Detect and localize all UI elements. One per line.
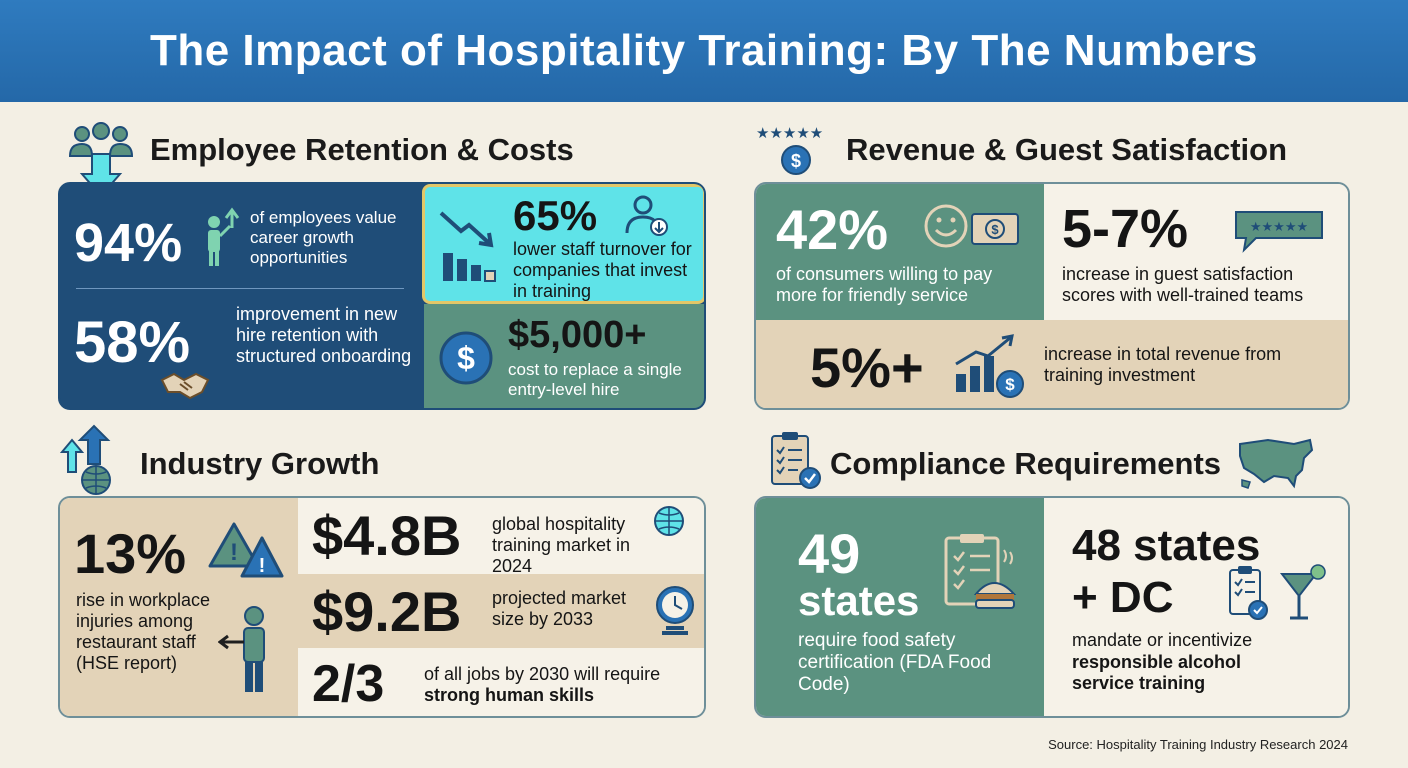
industry-panel: 13% ! ! rise in workplace injuries among… <box>58 496 706 718</box>
page-title: The Impact of Hospitality Training: By T… <box>149 26 1259 75</box>
svg-text:$: $ <box>1005 375 1015 394</box>
cocktail-checklist-icon <box>1226 562 1330 628</box>
stat-value-65: 65% <box>513 192 598 239</box>
food-checklist-icon <box>942 532 1032 614</box>
stat-value-49-states: states <box>798 577 920 624</box>
review-bubble-icon: ★★★★★ <box>1234 208 1326 254</box>
market-2033-row: $9.2B projected market size by 2033 <box>298 574 704 648</box>
market-2024-row: $4.8B global hospitality training market… <box>298 498 704 576</box>
human-skills-row: 2/3 of all jobs by 2030 will require str… <box>298 648 704 716</box>
svg-text:!: ! <box>259 555 266 577</box>
satisfaction-card: 5-7% ★★★★★ increase in guest satisfactio… <box>1044 184 1348 320</box>
stat-value-plus-dc: + DC <box>1072 573 1174 622</box>
usa-map-icon <box>1238 436 1314 490</box>
svg-text:$: $ <box>791 151 801 171</box>
stat-value-13: 13% <box>74 522 187 585</box>
header-banner: The Impact of Hospitality Training: By T… <box>0 0 1408 102</box>
retention-section-title: Employee Retention & Costs <box>150 132 574 167</box>
stat-text-48-a: mandate or incentivize <box>1072 630 1253 650</box>
growth-person-icon <box>202 206 242 268</box>
stat-value-49: 49 <box>798 522 861 585</box>
turnover-card: 65% lower staff turnover for companies t… <box>422 184 704 304</box>
handshake-icon <box>160 366 210 402</box>
stat-text-2-3-b: strong human skills <box>424 685 595 705</box>
stat-text-5-7: increase in guest satisfaction scores wi… <box>1062 264 1304 305</box>
stat-text-48-b: responsible alcohol service training <box>1072 652 1242 693</box>
rising-chart-dollar-icon: $ <box>954 334 1030 400</box>
stat-value-48-states: 48 states <box>1072 521 1261 570</box>
food-safety-card: 49 states require food safety certificat… <box>756 498 1044 716</box>
compliance-panel: 49 states require food safety certificat… <box>754 496 1350 718</box>
stat-value-5-7: 5-7% <box>1062 199 1189 259</box>
svg-text:!: ! <box>230 539 238 566</box>
stat-text-94: of employees value career growth opportu… <box>250 208 397 267</box>
retention-left-block <box>60 184 424 408</box>
divider <box>76 288 404 289</box>
svg-text:★★★★★: ★★★★★ <box>756 124 823 142</box>
globe-icon <box>652 504 686 538</box>
stat-value-4-8b: $4.8B <box>312 504 462 567</box>
industry-section-title: Industry Growth <box>140 446 380 481</box>
compliance-section-title: Compliance Requirements <box>830 446 1222 481</box>
consumer-pay-card: 42% $ of consumers willing to pay more f… <box>756 184 1044 320</box>
stat-value-5000: $5,000+ <box>508 314 647 356</box>
injuries-card: 13% ! ! rise in workplace injuries among… <box>60 498 298 716</box>
source-note: Source: Hospitality Training Industry Re… <box>1048 737 1348 752</box>
stat-text-2-3-a: of all jobs by 2030 will require <box>424 664 661 684</box>
stat-value-2-3: 2/3 <box>312 655 385 713</box>
stat-value-5plus: 5%+ <box>810 336 924 399</box>
svg-text:$: $ <box>991 222 999 237</box>
replacement-cost-card: $ $5,000+ cost to replace a single entry… <box>424 304 704 408</box>
clock-icon <box>654 584 696 638</box>
stat-text-49: require food safety certification (FDA F… <box>798 630 992 695</box>
stat-text-5plus: increase in total revenue from training … <box>1044 344 1282 385</box>
person-down-icon <box>623 195 669 237</box>
stat-value-58: 58% <box>74 310 191 375</box>
alcohol-service-card: 48 states + DC mandate or incentivize re… <box>1044 498 1348 716</box>
stat-value-94: 94% <box>74 213 183 273</box>
revenue-increase-card: 5%+ $ increase in total revenue from tra… <box>756 320 1348 408</box>
checklist-icon <box>768 430 824 490</box>
stat-text-5000: cost to replace a single entry-level hir… <box>508 360 682 399</box>
retention-panel: 94% of employees value career growth opp… <box>58 182 706 410</box>
dollar-coin-icon: $ <box>438 330 494 386</box>
globe-arrows-icon <box>60 424 126 496</box>
stat-value-42: 42% <box>776 198 889 261</box>
people-down-arrow-icon <box>64 122 138 200</box>
five-star-dollar-icon: ★★★★★ $ <box>756 124 838 176</box>
stat-text-13: rise in workplace injuries among restaur… <box>76 590 211 673</box>
stat-value-9-2b: $9.2B <box>312 580 462 643</box>
stat-text-58: improvement in new hire retention with s… <box>236 304 412 366</box>
revenue-section-title: Revenue & Guest Satisfaction <box>846 132 1288 167</box>
declining-chart-icon <box>439 207 503 285</box>
stat-text-4-8b: global hospitality training market in 20… <box>492 514 631 576</box>
svg-text:$: $ <box>457 340 475 376</box>
stat-text-9-2b: projected market size by 2033 <box>492 588 627 629</box>
revenue-panel: 42% $ of consumers willing to pay more f… <box>754 182 1350 410</box>
svg-text:★★★★★: ★★★★★ <box>1250 220 1308 235</box>
warning-icon: ! ! <box>208 520 284 580</box>
injured-worker-icon <box>218 604 276 696</box>
stat-text-65: lower staff turnover for companies that … <box>513 239 692 301</box>
smile-money-icon: $ <box>922 202 1022 254</box>
stat-text-42: of consumers willing to pay more for fri… <box>776 264 993 305</box>
